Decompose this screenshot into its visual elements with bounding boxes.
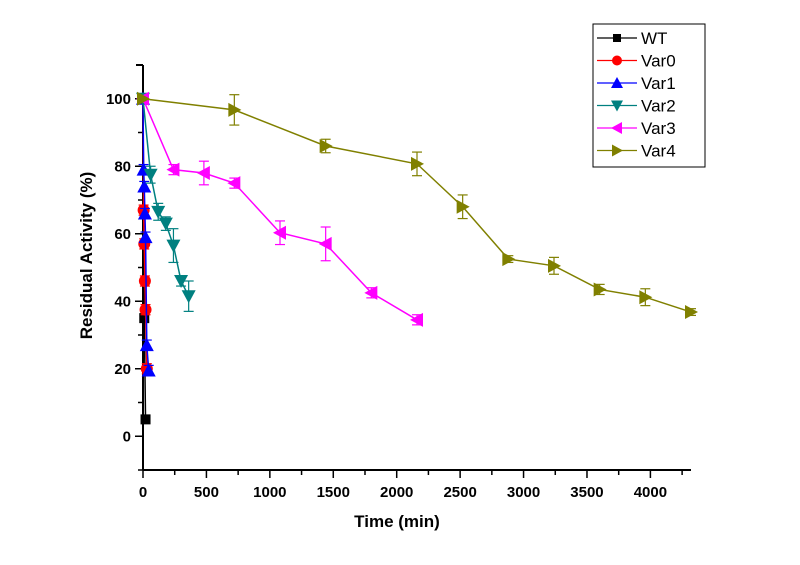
data-point — [138, 230, 153, 244]
series-line — [142, 98, 190, 297]
x-tick-label: 500 — [194, 484, 219, 501]
data-point — [411, 156, 424, 171]
x-axis-title: Time (min) — [354, 512, 440, 531]
legend-marker — [611, 122, 622, 134]
data-point — [685, 305, 698, 320]
series-layer — [136, 91, 698, 425]
legend-item: Var4 — [597, 142, 676, 161]
data-point — [318, 236, 332, 251]
data-point — [174, 275, 189, 288]
data-point — [319, 139, 333, 153]
data-point — [456, 199, 470, 214]
series-var1 — [136, 91, 156, 377]
legend-marker — [613, 34, 621, 42]
legend-label: WT — [641, 29, 667, 48]
data-point — [137, 91, 150, 106]
y-tick-label: 60 — [114, 226, 131, 243]
data-point — [196, 166, 210, 180]
data-point — [140, 414, 151, 425]
legend-item: Var1 — [597, 74, 676, 93]
x-tick-label: 2000 — [380, 484, 413, 501]
legend-item: WT — [597, 29, 667, 48]
legend-marker — [611, 77, 623, 88]
x-tick-label: 1500 — [317, 484, 350, 501]
data-point — [593, 282, 607, 297]
data-point — [364, 285, 378, 300]
data-point — [548, 258, 561, 273]
x-tick-label: 3500 — [570, 484, 603, 501]
legend-label: Var0 — [641, 52, 676, 71]
data-point — [137, 179, 152, 193]
legend-label: Var4 — [641, 142, 676, 161]
series-var4 — [137, 91, 698, 320]
legend-marker — [611, 100, 623, 112]
legend-label: Var1 — [641, 74, 676, 93]
x-tick-label: 0 — [139, 484, 147, 501]
data-point — [227, 176, 241, 191]
y-tick-label: 0 — [123, 428, 131, 445]
data-point — [410, 312, 423, 327]
data-point — [139, 313, 150, 324]
data-point — [181, 290, 196, 304]
data-point — [139, 303, 152, 316]
y-tick-label: 20 — [114, 361, 131, 378]
legend: WT Var0 Var1 Var2 Var3 Var4 — [592, 23, 706, 168]
legend-marker — [612, 144, 623, 157]
data-point — [139, 338, 154, 352]
data-point — [166, 239, 181, 253]
data-point — [228, 102, 242, 117]
legend-item: Var3 — [597, 119, 676, 138]
legend-item: Var2 — [597, 97, 676, 116]
data-point — [158, 217, 173, 231]
data-point — [639, 290, 653, 305]
y-tick-label: 40 — [114, 293, 131, 310]
series-var3 — [136, 91, 423, 327]
data-point — [166, 162, 180, 177]
legend-marker — [612, 55, 622, 66]
data-point — [138, 275, 151, 287]
data-point — [502, 252, 516, 267]
y-axis-title: Residual Activity (%) — [77, 172, 96, 340]
x-tick-label: 2500 — [443, 484, 476, 501]
series-line — [142, 98, 692, 313]
x-tick-label: 3000 — [507, 484, 540, 501]
x-tick-label: 4000 — [634, 484, 667, 501]
data-point — [143, 168, 158, 182]
data-point — [137, 206, 152, 220]
y-tick-label: 80 — [114, 158, 131, 175]
x-tick-label: 1000 — [253, 484, 286, 501]
data-point — [151, 205, 166, 219]
data-point — [141, 363, 156, 377]
data-point — [273, 225, 286, 240]
legend-item: Var0 — [597, 52, 676, 71]
legend-box — [592, 23, 706, 168]
legend-label: Var2 — [641, 97, 676, 116]
legend-label: Var3 — [641, 119, 676, 138]
y-tick-label: 100 — [106, 91, 131, 108]
